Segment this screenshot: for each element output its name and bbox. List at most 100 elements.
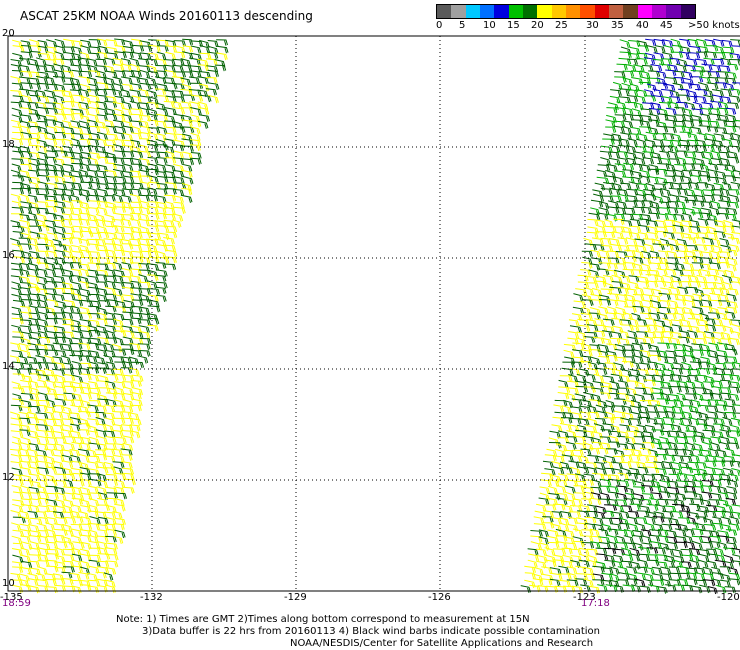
wind-barb: [727, 156, 740, 164]
wind-barb: [561, 367, 574, 376]
wind-barb: [731, 45, 740, 48]
wind-barb: [105, 467, 117, 474]
wind-barb: [46, 362, 58, 370]
wind-barb: [643, 573, 654, 582]
wind-barb: [703, 381, 715, 389]
wind-barb: [52, 356, 64, 364]
wind-barb: [130, 317, 142, 325]
wind-barb: [697, 559, 709, 569]
wind-barb: [122, 381, 135, 388]
wind-barb: [29, 362, 43, 370]
wind-barb: [129, 89, 142, 98]
wind-barb: [656, 213, 669, 221]
wind-barb: [138, 187, 151, 196]
wind-barb: [602, 330, 613, 338]
wind-barb: [95, 511, 107, 519]
wind-barb: [679, 38, 691, 47]
wind-barb: [95, 405, 107, 413]
wind-barb: [532, 578, 544, 586]
wind-barb: [79, 138, 91, 146]
wind-barb: [197, 120, 209, 129]
wind-barb: [658, 207, 671, 215]
wind-barb: [605, 126, 617, 134]
wind-barb: [530, 530, 543, 538]
wind-barb: [46, 492, 59, 500]
wind-barb: [37, 399, 50, 407]
wind-barb: [45, 83, 58, 91]
wind-barb: [619, 330, 630, 339]
wind-barb: [711, 572, 725, 580]
wind-barb: [207, 69, 219, 78]
wind-barb: [564, 542, 578, 550]
wind-barb: [593, 373, 605, 383]
wind-barb: [164, 188, 177, 195]
wind-barb: [37, 535, 49, 544]
wind-barb: [689, 405, 699, 414]
wind-barb: [181, 187, 193, 196]
latitude-label: 10: [2, 578, 15, 589]
wind-barb: [79, 145, 92, 153]
wind-barb: [632, 534, 644, 543]
wind-barb: [62, 113, 76, 121]
wind-barb: [214, 64, 227, 72]
wind-barb: [10, 404, 23, 412]
wind-barb: [582, 299, 594, 307]
wind-barb: [703, 194, 716, 202]
wind-barb: [694, 58, 708, 67]
wind-barb: [650, 492, 663, 500]
wind-barb: [625, 237, 638, 246]
wind-barb: [606, 354, 618, 362]
wind-barb: [44, 430, 56, 438]
wind-barb: [11, 381, 22, 390]
wind-barb: [638, 559, 649, 568]
wind-barb: [704, 317, 716, 326]
wind-barb: [705, 324, 717, 332]
wind-barb: [610, 89, 622, 97]
wind-barb: [29, 373, 42, 380]
wind-barb: [114, 51, 127, 59]
wind-barb: [165, 231, 178, 239]
wind-barb: [636, 461, 647, 470]
wind-barb: [583, 566, 594, 575]
wind-barb: [130, 244, 143, 252]
wind-barb: [139, 319, 151, 326]
wind-barb: [78, 572, 90, 580]
wind-barb: [97, 560, 110, 568]
wind-barb: [627, 330, 638, 339]
wind-barb: [27, 169, 40, 177]
wind-barb: [626, 58, 638, 66]
wind-barb: [717, 499, 729, 507]
wind-barb: [112, 404, 126, 413]
wind-barb: [545, 554, 556, 564]
wind-barb: [623, 535, 634, 544]
wind-barb: [631, 342, 644, 351]
wind-barb: [10, 76, 22, 85]
wind-barb: [699, 212, 711, 220]
wind-barb: [597, 313, 609, 322]
wind-barb: [541, 566, 553, 575]
wind-barb: [29, 473, 41, 482]
wind-barb: [27, 510, 39, 519]
wind-barb: [20, 498, 33, 506]
wind-barb: [700, 305, 713, 313]
wind-barb: [544, 559, 557, 568]
wind-barb: [561, 405, 572, 414]
wind-barb: [666, 499, 678, 507]
wind-barb: [129, 218, 142, 227]
wind-barb: [70, 262, 82, 269]
wind-barb: [71, 312, 83, 320]
wind-barb: [700, 293, 712, 302]
wind-barb: [677, 188, 688, 196]
wind-barb: [652, 523, 664, 532]
wind-barb: [63, 473, 76, 481]
wind-barb: [583, 386, 596, 393]
wind-barb: [652, 336, 665, 344]
wind-barb: [707, 411, 719, 419]
wind-barb: [662, 417, 675, 424]
wind-barb: [78, 405, 89, 414]
wind-barb: [87, 262, 100, 270]
wind-barb: [628, 281, 640, 290]
wind-barb: [724, 125, 737, 133]
wind-barb: [622, 120, 633, 128]
wind-barb: [36, 324, 48, 333]
